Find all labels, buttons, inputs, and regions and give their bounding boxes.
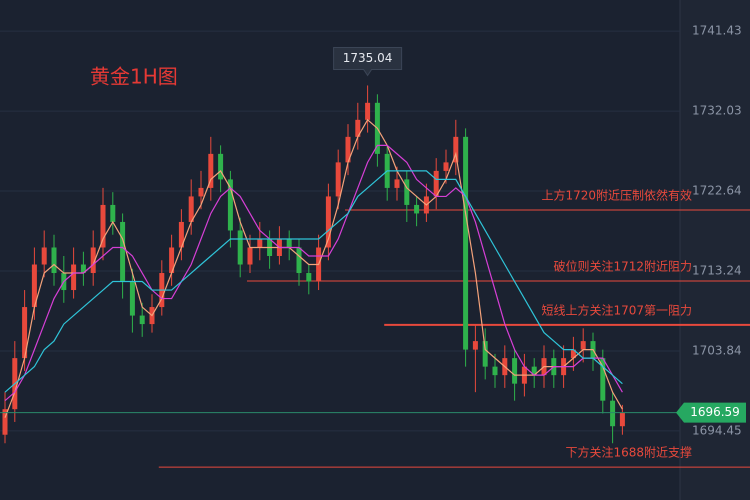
candle-body: [139, 315, 145, 325]
candle-body: [188, 196, 194, 222]
candle-body: [218, 153, 224, 180]
candle-body: [41, 247, 47, 265]
candle-body: [482, 341, 488, 367]
candle-body: [306, 273, 312, 282]
max-price-box: [333, 46, 403, 77]
candle-body: [492, 366, 498, 376]
y-tick-label: 1703.84: [692, 343, 742, 357]
level-label: 下方关注1688附近支撑: [565, 445, 692, 460]
moving-average-line: [4, 118, 623, 418]
candle-body: [610, 400, 616, 427]
candle-body: [178, 221, 184, 248]
candle-body: [600, 358, 606, 401]
chart-title: 黄金1H图: [90, 65, 178, 89]
candle-body: [414, 204, 420, 214]
moving-average-line: [4, 170, 623, 393]
level-label: 短线上方关注1707第一阻力: [541, 302, 692, 317]
candle-body: [80, 264, 86, 274]
y-tick-label: 1694.45: [692, 423, 742, 437]
candle-body: [433, 170, 439, 197]
last-price-label: 1696.59: [690, 405, 740, 419]
candle-body: [227, 179, 233, 231]
candle-body: [325, 196, 331, 248]
candle-body: [443, 162, 449, 171]
candle-body: [355, 119, 361, 137]
y-tick-label: 1741.43: [692, 24, 742, 38]
candle-body: [463, 136, 469, 350]
candle-body: [365, 102, 371, 120]
candle-body: [394, 179, 400, 188]
candle-body: [198, 187, 204, 197]
candle-body: [453, 136, 459, 163]
candle-body: [22, 307, 28, 359]
candle-body: [51, 247, 57, 274]
candle-body: [257, 238, 263, 248]
level-label: 破位则关注1712附近阻力: [553, 259, 692, 274]
candle-body: [31, 264, 37, 308]
candle-body: [296, 247, 302, 274]
candle-body: [570, 349, 576, 359]
candle-body: [335, 162, 341, 197]
candle-body: [90, 247, 96, 274]
candle-body: [169, 247, 175, 274]
candle-body: [286, 238, 292, 248]
candle-body: [345, 136, 351, 163]
candle-body: [71, 264, 77, 291]
moving-average-line: [4, 144, 623, 402]
candle-body: [404, 179, 410, 205]
candle-body: [580, 341, 586, 350]
candle-body: [100, 204, 106, 248]
y-tick-label: 1713.24: [692, 263, 742, 277]
candle-body: [531, 366, 537, 376]
candle-body: [237, 230, 243, 265]
candle-body: [2, 409, 8, 435]
last-price-box: [676, 402, 746, 423]
candle-body: [208, 153, 214, 188]
level-label: 上方1720附近压制依然有效: [541, 188, 692, 203]
candle-body: [619, 412, 625, 427]
candle-body: [120, 221, 126, 282]
candle-body: [110, 204, 116, 222]
candle-body: [472, 341, 478, 350]
candle-body: [247, 247, 253, 265]
max-price-label: 1735.04: [343, 51, 393, 65]
y-tick-label: 1722.64: [692, 183, 742, 197]
candle-body: [512, 358, 518, 384]
y-tick-label: 1732.03: [692, 104, 742, 118]
candle-body: [129, 281, 135, 316]
